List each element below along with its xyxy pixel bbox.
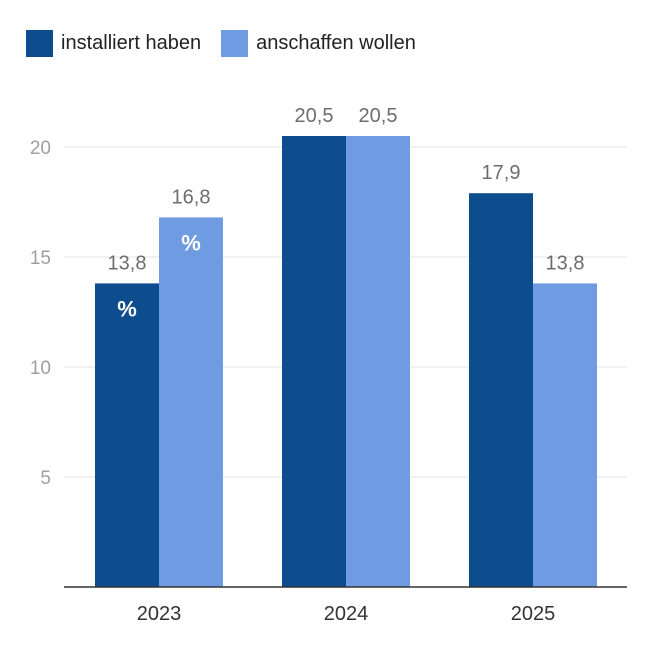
data-label: 17,9 — [482, 162, 521, 184]
data-label: 16,8 — [172, 186, 211, 208]
x-tick-label: 2024 — [324, 603, 369, 625]
percent-unit-label: % — [117, 296, 137, 321]
legend-item-installiert: installiert haben — [26, 29, 202, 57]
data-label: 13,8 — [108, 252, 147, 274]
bar-2023-installiert — [95, 283, 159, 587]
legend-label-installiert: installiert haben — [61, 31, 202, 54]
data-label: 20,5 — [359, 105, 398, 127]
bar-2023-anschaffen — [159, 217, 223, 587]
x-tick-label: 2025 — [511, 603, 556, 625]
legend-item-anschaffen: anschaffen wollen — [221, 29, 416, 57]
legend: installiert haben anschaffen wollen — [26, 28, 436, 58]
y-tick-label: 20 — [30, 138, 51, 159]
x-tick-label: 2023 — [137, 603, 182, 625]
bar-2024-installiert — [282, 136, 346, 587]
y-tick-label: 5 — [40, 468, 51, 489]
legend-swatch-installiert — [26, 29, 53, 57]
legend-swatch-anschaffen — [221, 29, 249, 57]
bar-2025-installiert — [469, 193, 533, 587]
y-tick-label: 15 — [30, 248, 51, 269]
data-labels: 13,8% 16,8% 20,5 20,5 17,9 13,8 — [108, 105, 585, 321]
percent-unit-label: % — [181, 230, 201, 255]
bar-2025-anschaffen — [533, 283, 597, 587]
bars — [95, 136, 597, 587]
y-tick-label: 10 — [30, 358, 51, 379]
data-label: 13,8 — [546, 252, 585, 274]
axes: 5 10 15 20 2023 2024 2025 — [30, 138, 627, 625]
data-label: 20,5 — [295, 105, 334, 127]
legend-label-anschaffen: anschaffen wollen — [256, 31, 416, 54]
bar-2024-anschaffen — [346, 136, 410, 587]
